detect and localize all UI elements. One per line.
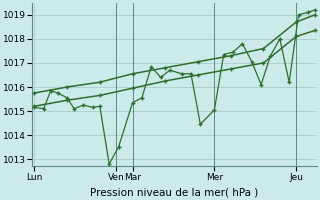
X-axis label: Pression niveau de la mer( hPa ): Pression niveau de la mer( hPa ) <box>91 187 259 197</box>
